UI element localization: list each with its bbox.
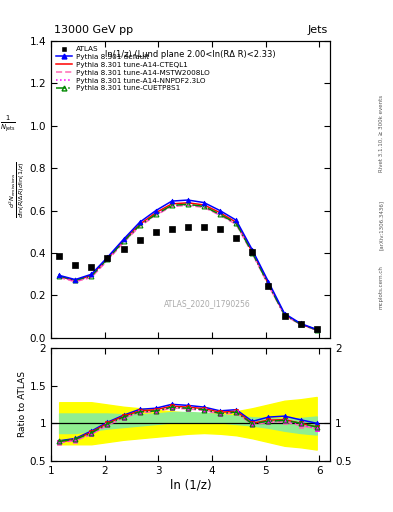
- Text: ATLAS_2020_I1790256: ATLAS_2020_I1790256: [164, 299, 251, 308]
- X-axis label: ln (1/z): ln (1/z): [170, 478, 211, 492]
- Text: [arXiv:1306.3436]: [arXiv:1306.3436]: [379, 200, 384, 250]
- Text: mcplots.cern.ch: mcplots.cern.ch: [379, 265, 384, 309]
- Text: $\frac{1}{N_{\rm jets}}$: $\frac{1}{N_{\rm jets}}$: [0, 114, 16, 134]
- Y-axis label: $\frac{d^2 N_{\rm emissions}}{d\ln(R/\Delta R)\,d\ln(1/z)}$: $\frac{d^2 N_{\rm emissions}}{d\ln(R/\De…: [7, 161, 27, 218]
- Text: Rivet 3.1.10, ≥ 300k events: Rivet 3.1.10, ≥ 300k events: [379, 95, 384, 172]
- Text: ln(1/z) (Lund plane 2.00<ln(RΔ R)<2.33): ln(1/z) (Lund plane 2.00<ln(RΔ R)<2.33): [105, 50, 276, 59]
- Text: 13000 GeV pp: 13000 GeV pp: [54, 25, 133, 35]
- Text: Jets: Jets: [307, 25, 327, 35]
- Y-axis label: Ratio to ATLAS: Ratio to ATLAS: [18, 372, 27, 437]
- Legend: ATLAS, Pythia 8.301 default, Pythia 8.301 tune-A14-CTEQL1, Pythia 8.301 tune-A14: ATLAS, Pythia 8.301 default, Pythia 8.30…: [55, 45, 211, 93]
